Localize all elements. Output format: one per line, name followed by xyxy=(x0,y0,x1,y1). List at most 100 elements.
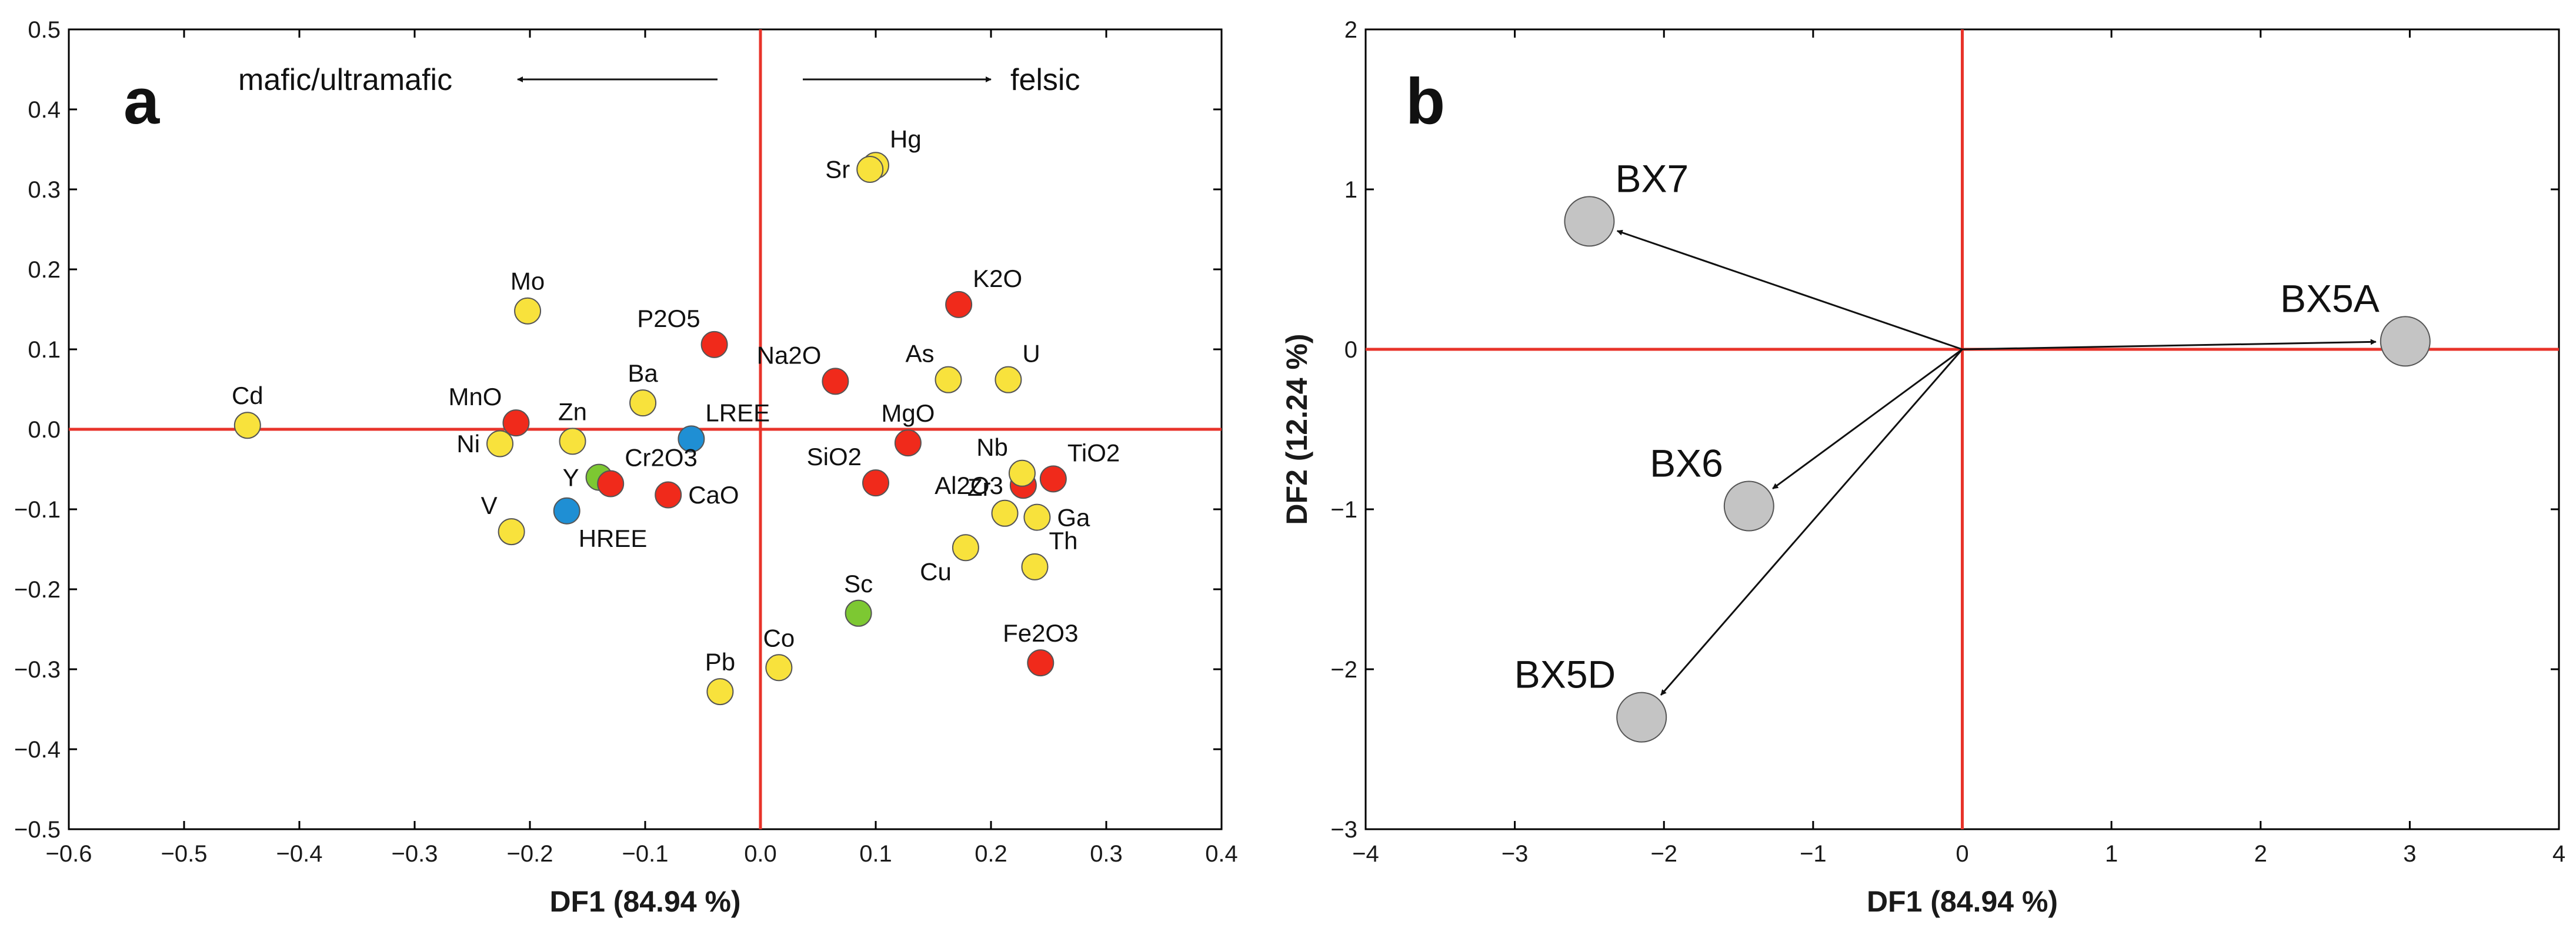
point-cao xyxy=(655,481,682,509)
point-label-cao: CaO xyxy=(688,481,739,509)
point-sc xyxy=(845,599,872,627)
point-label-mo: Mo xyxy=(510,268,545,295)
point-label-bx7: BX7 xyxy=(1615,156,1689,200)
y-tick-label: −0.5 xyxy=(14,817,61,843)
x-tick-label: −0.6 xyxy=(46,841,92,867)
vector-bx5a xyxy=(1962,339,2377,351)
point-bx7 xyxy=(1564,196,1615,247)
panel-letter: a xyxy=(124,65,160,138)
y-tick-label: −2 xyxy=(1330,657,1357,683)
y-tick-label: 0.4 xyxy=(28,97,61,123)
x-tick-label: 0.4 xyxy=(1205,841,1238,867)
x-tick-label: −1 xyxy=(1800,841,1827,867)
x-tick-label: 0.3 xyxy=(1090,841,1123,867)
y-axis-title: DF2 (12.24 %) xyxy=(1280,333,1313,525)
x-tick-label: 0.1 xyxy=(859,841,892,867)
y-tick-label: 0 xyxy=(1344,337,1357,363)
point-label-zr: Zr xyxy=(967,473,991,501)
point-label-ba: Ba xyxy=(628,359,658,387)
y-tick-label: −0.4 xyxy=(14,737,61,763)
x-tick-label: −0.3 xyxy=(392,841,438,867)
point-label-u: U xyxy=(1022,340,1040,368)
point-label-co: Co xyxy=(763,624,795,652)
y-tick-label: 0.5 xyxy=(28,17,61,43)
point-label-mgo: MgO xyxy=(881,399,935,427)
point-zr xyxy=(991,499,1019,527)
point-fe2o3 xyxy=(1027,649,1055,677)
point-label-al2o3: Al2O3 xyxy=(935,472,1003,499)
point-as xyxy=(935,366,962,393)
x-axis-title: DF1 (84.94 %) xyxy=(549,885,740,918)
point-label-sr: Sr xyxy=(825,156,850,183)
point-label-ga: Ga xyxy=(1057,503,1090,531)
point-label-y: Y xyxy=(563,463,579,491)
x-tick-label: −3 xyxy=(1501,841,1529,867)
point-label-bx5a: BX5A xyxy=(2280,276,2380,320)
point-ni xyxy=(486,430,514,458)
point-zn xyxy=(559,428,586,455)
point-label-tio2: TiO2 xyxy=(1067,439,1120,466)
y-tick-label: 0.3 xyxy=(28,177,61,203)
point-bx5d xyxy=(1616,692,1667,743)
point-label-nb: Nb xyxy=(976,433,1008,461)
y-tick-label: 1 xyxy=(1344,177,1357,203)
x-tick-label: 3 xyxy=(2403,841,2416,867)
point-label-pb: Pb xyxy=(705,648,735,676)
annotation-mafic: mafic/ultramafic xyxy=(238,63,452,97)
vector-bx6 xyxy=(1772,348,1963,490)
point-mo xyxy=(514,297,542,325)
point-label-hree: HREE xyxy=(579,525,648,552)
point-label-sio2: SiO2 xyxy=(807,443,862,470)
point-label-k2o: K2O xyxy=(973,265,1022,292)
point-p2o5 xyxy=(700,331,728,358)
x-tick-label: −0.4 xyxy=(276,841,323,867)
point-label-lree: LREE xyxy=(705,399,770,426)
point-bx6 xyxy=(1723,480,1774,532)
y-tick-label: −0.2 xyxy=(14,577,61,603)
y-tick-label: −0.3 xyxy=(14,657,61,683)
point-na2o xyxy=(822,368,849,395)
y-tick-label: −0.1 xyxy=(14,497,61,523)
point-label-fe2o3: Fe2O3 xyxy=(1003,619,1078,647)
y-tick-label: −3 xyxy=(1330,817,1357,843)
point-k2o xyxy=(945,291,973,318)
point-cd xyxy=(233,412,261,439)
panel-a-chart: −0.6 −0.5 −0.4 −0.3 −0.2 −0.1 0.0 0.1 0.2 0.3 0.4−… xyxy=(14,17,1238,918)
x-tick-label: −2 xyxy=(1650,841,1677,867)
point-pb xyxy=(706,678,734,706)
point-mgo xyxy=(894,429,922,457)
vector-bx5d xyxy=(1660,349,1963,696)
y-tick-label: 2 xyxy=(1344,17,1357,43)
point-label-th: Th xyxy=(1049,527,1077,555)
y-tick-label: −1 xyxy=(1330,497,1357,523)
point-v xyxy=(498,518,525,546)
point-th xyxy=(1021,553,1049,580)
x-tick-label: 1 xyxy=(2105,841,2118,867)
annotation-felsic: felsic xyxy=(1010,63,1080,97)
point-label-ni: Ni xyxy=(456,430,480,458)
y-tick-label: 0.2 xyxy=(28,257,61,283)
point-sio2 xyxy=(862,469,889,497)
point-u xyxy=(995,366,1022,393)
point-bx5a xyxy=(2380,316,2431,367)
x-tick-label: 0 xyxy=(1956,841,1968,867)
point-mno xyxy=(502,409,530,437)
point-label-bx5d: BX5D xyxy=(1514,653,1616,696)
point-label-sc: Sc xyxy=(844,570,873,597)
x-tick-label: 4 xyxy=(2552,841,2565,867)
point-label-v: V xyxy=(481,492,498,519)
point-label-p2o5: P2O5 xyxy=(637,305,700,332)
point-label-zn: Zn xyxy=(558,398,587,425)
panel-letter: b xyxy=(1406,65,1445,138)
point-label-cu: Cu xyxy=(920,558,952,585)
point-lree xyxy=(678,425,705,453)
x-tick-label: 0.0 xyxy=(744,841,777,867)
point-sr xyxy=(856,156,884,183)
point-label-as: As xyxy=(905,340,934,368)
x-tick-label: −0.5 xyxy=(161,841,208,867)
point-tio2 xyxy=(1039,465,1067,493)
point-label-cd: Cd xyxy=(232,382,263,409)
x-tick-label: −0.1 xyxy=(622,841,669,867)
x-tick-label: 0.2 xyxy=(975,841,1007,867)
